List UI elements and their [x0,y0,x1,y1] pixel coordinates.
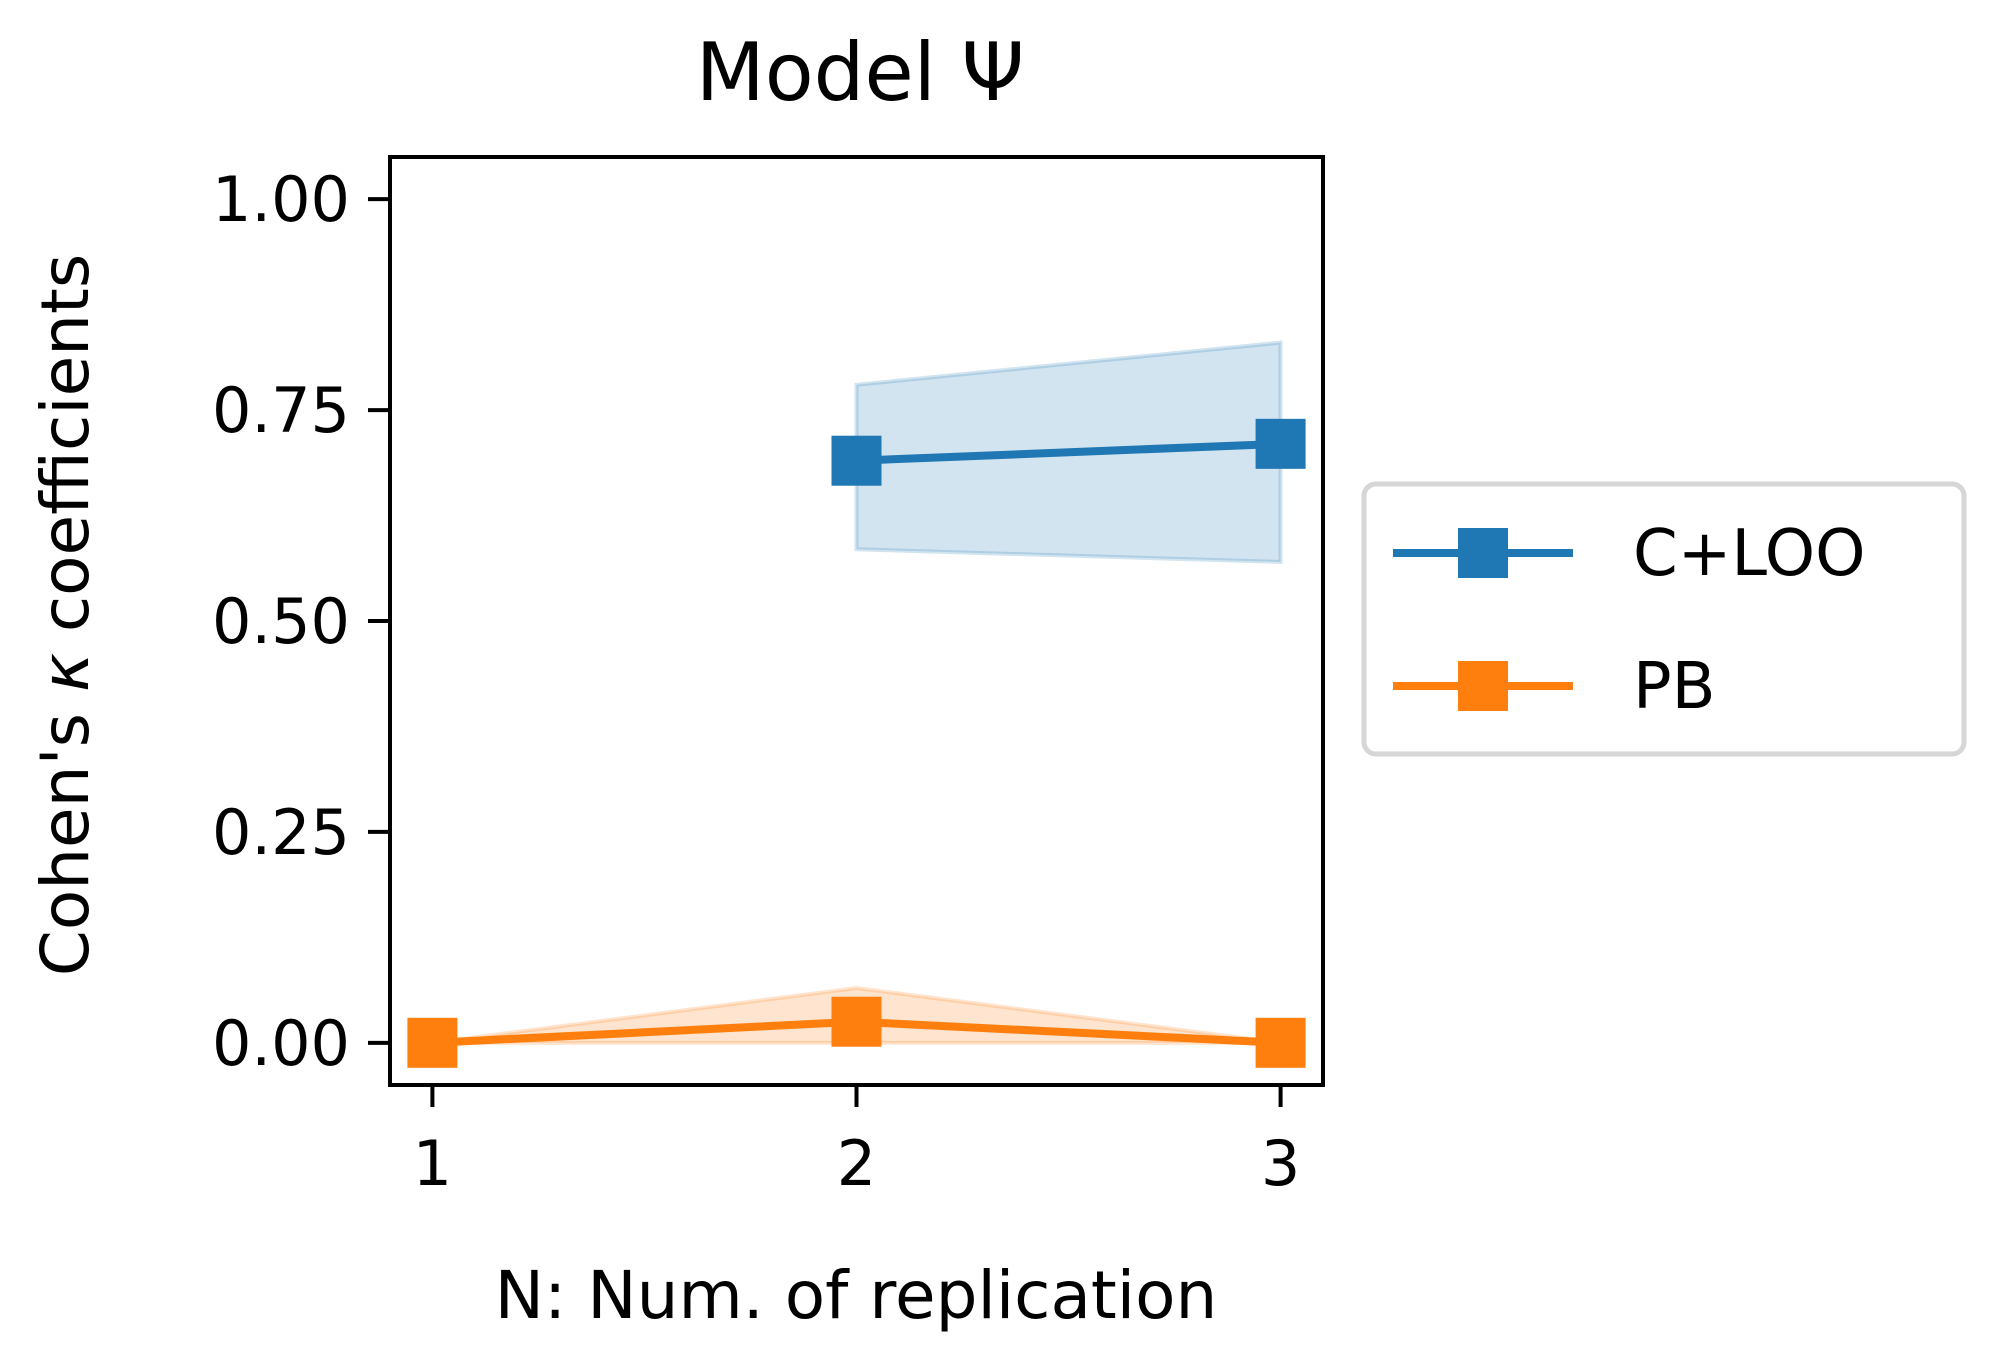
y-axis-label-kappa: κ [27,653,104,692]
series-markers [407,418,1306,1068]
chart-title: Model Ψ [696,26,1025,119]
y-tick-label: 1.00 [212,163,350,236]
point-c-loo [831,435,882,486]
x-axis-label: N: Num. of replication [495,1257,1218,1334]
y-axis-label: Cohen's κ coefficients [27,254,104,977]
y-axis-ticks: 0.00 0.25 0.50 0.75 1.00 [212,163,390,1080]
x-axis-ticks: 1 2 3 [413,1085,1300,1200]
y-tick-label: 0.50 [212,585,350,658]
legend-label-pb: PB [1633,650,1716,724]
point-c-loo [1255,418,1306,469]
x-tick-label: 2 [837,1127,876,1200]
legend-marker-pb [1458,661,1508,711]
y-tick-label: 0.00 [212,1007,350,1080]
y-tick-label: 0.25 [212,796,350,869]
y-axis-label-suffix: coefficients [27,254,104,653]
point-pb [1255,1017,1306,1068]
legend-marker-c-loo [1458,528,1508,578]
y-tick-label: 0.75 [212,374,350,447]
y-axis-label-prefix: Cohen's [27,692,104,976]
point-pb [407,1017,458,1068]
line-c-loo [856,439,1281,465]
plot-frame [388,155,1325,1087]
point-pb [831,996,882,1047]
x-tick-label: 1 [413,1127,452,1200]
legend: C+LOO PB [1361,481,1967,757]
x-tick-label: 3 [1261,1127,1300,1200]
legend-entries: C+LOO PB [1393,517,1865,724]
legend-label-c-loo: C+LOO [1633,517,1865,591]
